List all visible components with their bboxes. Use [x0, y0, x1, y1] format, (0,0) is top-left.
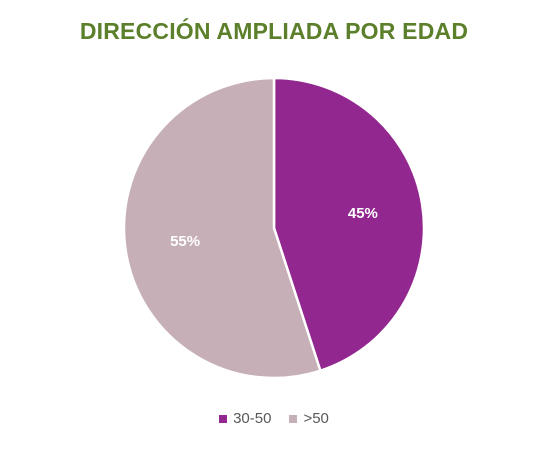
- chart-title: DIRECCIÓN AMPLIADA POR EDAD: [79, 18, 469, 44]
- legend: 30-50 >50: [0, 410, 548, 427]
- legend-label-1: >50: [303, 410, 329, 427]
- slice-label-0: 45%: [348, 205, 378, 222]
- legend-item-0: 30-50: [219, 410, 271, 427]
- legend-swatch-1: [289, 414, 298, 423]
- legend-item-1: >50: [289, 410, 329, 427]
- pie-chart: 45% 55%: [122, 76, 426, 380]
- legend-swatch-0: [219, 414, 228, 423]
- pie-slice-50: [122, 76, 322, 380]
- legend-label-0: 30-50: [233, 410, 272, 427]
- pie-slice-3050: [272, 76, 426, 372]
- slice-label-1: 55%: [170, 233, 200, 250]
